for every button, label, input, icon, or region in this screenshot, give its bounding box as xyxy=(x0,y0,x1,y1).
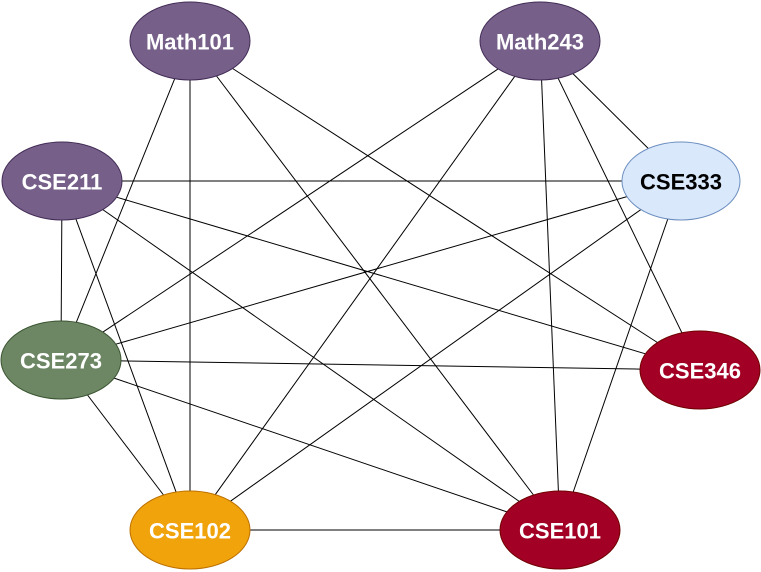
edge-cse211-cse102 xyxy=(75,218,177,493)
edge-math243-cse101 xyxy=(541,79,559,492)
node-cse211-shape xyxy=(1,141,123,221)
node-cse346-label: CSE346 xyxy=(659,359,741,384)
node-cse273[interactable]: CSE273 xyxy=(0,320,122,400)
node-cse346[interactable]: CSE346 xyxy=(639,330,761,410)
node-math243-shape xyxy=(479,1,601,81)
edge-cse211-cse273 xyxy=(60,219,63,322)
node-cse273-label: CSE273 xyxy=(20,349,102,374)
node-cse273-shape xyxy=(0,320,122,400)
node-cse101-shape xyxy=(499,490,621,570)
node-cse211[interactable]: CSE211 xyxy=(1,141,123,221)
node-math243[interactable]: Math243 xyxy=(479,1,601,81)
edge-cse211-cse346 xyxy=(116,196,646,355)
node-cse333[interactable]: CSE333 xyxy=(621,141,741,221)
node-math243-label: Math243 xyxy=(496,30,584,55)
edge-math101-cse273 xyxy=(75,78,176,323)
node-cse101[interactable]: CSE101 xyxy=(499,490,621,570)
node-math101-label: Math101 xyxy=(146,30,234,55)
node-cse102-label: CSE102 xyxy=(149,519,231,544)
edge-math101-cse101 xyxy=(216,75,534,496)
node-math101[interactable]: Math101 xyxy=(129,1,251,81)
edge-cse273-cse101 xyxy=(113,377,508,513)
edge-cse333-cse273 xyxy=(115,196,628,345)
node-cse333-label: CSE333 xyxy=(640,170,722,195)
edge-math243-cse346 xyxy=(557,77,683,334)
edge-math243-cse102 xyxy=(214,76,516,495)
node-cse101-label: CSE101 xyxy=(519,519,601,544)
edge-math243-cse273 xyxy=(102,68,499,333)
node-math101-shape xyxy=(129,1,251,81)
edge-cse333-cse101 xyxy=(572,218,669,493)
edges-layer xyxy=(60,68,683,531)
edge-cse333-cse102 xyxy=(230,209,642,502)
edge-math243-cse333 xyxy=(572,73,649,149)
node-cse333-shape xyxy=(621,141,741,221)
node-cse211-label: CSE211 xyxy=(22,170,103,195)
edge-cse273-cse102 xyxy=(87,394,164,496)
edge-math101-cse346 xyxy=(232,68,658,343)
edge-cse211-cse101 xyxy=(102,209,520,502)
node-cse102-shape xyxy=(129,490,251,570)
node-cse102[interactable]: CSE102 xyxy=(129,490,251,570)
edge-cse273-cse346 xyxy=(120,360,641,370)
node-cse346-shape xyxy=(639,330,761,410)
